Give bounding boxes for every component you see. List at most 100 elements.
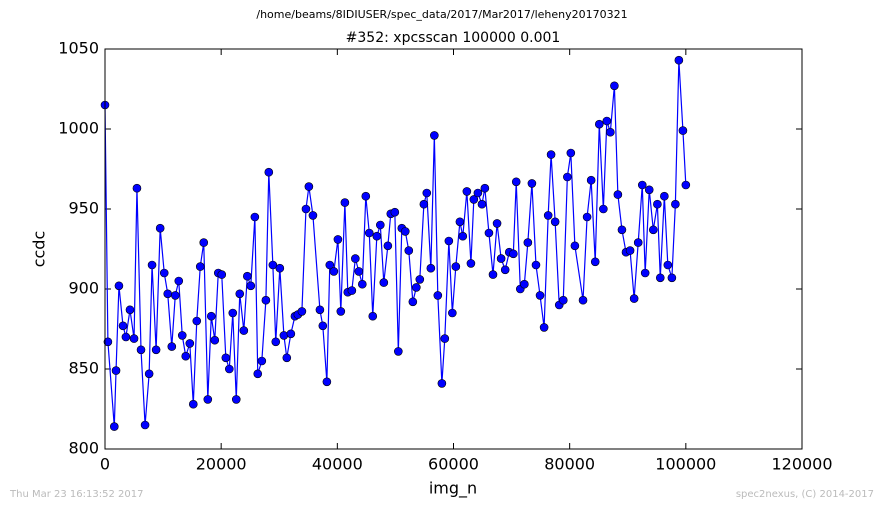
- data-point: [531, 260, 541, 270]
- data-point: [199, 238, 209, 247]
- data-point: [221, 353, 231, 363]
- x-tick-label: 60000: [428, 455, 479, 474]
- data-point: [347, 286, 357, 295]
- data-point: [301, 204, 311, 214]
- data-point: [268, 260, 278, 270]
- data-point: [535, 291, 545, 300]
- data-point: [602, 116, 612, 126]
- data-point: [308, 211, 318, 220]
- data-point: [419, 199, 429, 209]
- x-tick-label: 40000: [312, 455, 363, 474]
- data-point: [458, 231, 468, 241]
- data-point: [140, 420, 150, 430]
- data-point: [412, 283, 421, 292]
- data-point: [408, 297, 418, 307]
- data-point: [599, 204, 608, 214]
- data-point: [455, 217, 465, 227]
- data-point: [625, 246, 635, 255]
- data-point: [275, 263, 285, 273]
- footer-date: Thu Mar 23 16:13:52 2017: [9, 489, 143, 500]
- data-point: [188, 399, 198, 409]
- data-point: [444, 236, 454, 246]
- data-point: [243, 271, 252, 281]
- data-point: [368, 311, 378, 321]
- data-point: [364, 228, 374, 238]
- data-point: [372, 231, 382, 241]
- data-point: [451, 262, 461, 271]
- data-point: [594, 119, 604, 129]
- data-point: [558, 295, 568, 305]
- data-point: [617, 225, 627, 235]
- data-point: [354, 267, 364, 276]
- data-point: [404, 246, 414, 255]
- data-point: [129, 334, 139, 343]
- data-point: [125, 305, 135, 315]
- data-point: [433, 291, 443, 300]
- data-point: [500, 265, 510, 275]
- x-axis-label: img_n: [429, 479, 477, 499]
- data-point: [448, 308, 457, 318]
- data-point: [167, 342, 177, 351]
- data-point: [671, 199, 680, 209]
- data-point: [678, 126, 688, 135]
- data-point: [253, 369, 263, 379]
- data-point: [674, 55, 684, 65]
- data-point: [655, 273, 665, 283]
- data-point: [206, 311, 216, 321]
- data-line: [104, 60, 687, 427]
- data-point: [606, 127, 615, 137]
- data-point: [492, 219, 502, 228]
- data-point: [578, 295, 588, 305]
- data-point: [121, 332, 131, 342]
- x-tick-label: 100000: [655, 455, 716, 474]
- data-point: [163, 289, 173, 299]
- data-point: [523, 238, 533, 247]
- footer-credit: spec2nexus, (C) 2014-2017: [736, 489, 874, 500]
- data-point: [426, 263, 436, 273]
- data-point: [340, 198, 350, 207]
- data-point: [132, 183, 142, 193]
- data-point: [376, 220, 385, 230]
- data-point: [322, 377, 332, 387]
- data-point: [329, 267, 339, 276]
- y-tick-label: 950: [68, 199, 99, 218]
- data-point: [394, 347, 403, 356]
- data-point: [437, 379, 447, 388]
- data-point: [333, 235, 343, 244]
- data-point: [264, 167, 274, 177]
- data-point: [590, 257, 600, 267]
- data-point: [469, 195, 479, 204]
- data-point: [257, 356, 267, 366]
- data-point: [539, 323, 549, 332]
- data-point: [563, 172, 572, 182]
- data-point: [155, 223, 165, 233]
- data-point: [546, 150, 556, 159]
- data-point: [103, 337, 113, 347]
- data-point: [586, 175, 596, 185]
- data-point: [527, 179, 537, 188]
- data-point: [282, 353, 292, 363]
- data-point: [151, 345, 161, 355]
- data-point: [415, 275, 425, 284]
- data-point: [136, 345, 146, 355]
- data-point: [400, 227, 410, 236]
- data-point: [637, 180, 647, 190]
- data-point: [379, 278, 389, 287]
- data-point: [484, 228, 494, 238]
- data-point: [250, 212, 260, 222]
- data-point: [488, 270, 498, 279]
- data-point: [422, 188, 432, 198]
- data-point: [114, 281, 124, 291]
- data-point: [351, 254, 360, 263]
- data-point: [315, 305, 325, 315]
- data-point: [383, 241, 393, 251]
- data-point: [633, 238, 643, 247]
- data-point: [170, 291, 180, 300]
- data-point: [480, 183, 490, 193]
- data-point: [570, 241, 580, 251]
- data-point: [336, 307, 346, 316]
- plot-frame: [104, 48, 803, 450]
- y-tick-label: 800: [68, 439, 99, 458]
- data-point: [297, 307, 307, 316]
